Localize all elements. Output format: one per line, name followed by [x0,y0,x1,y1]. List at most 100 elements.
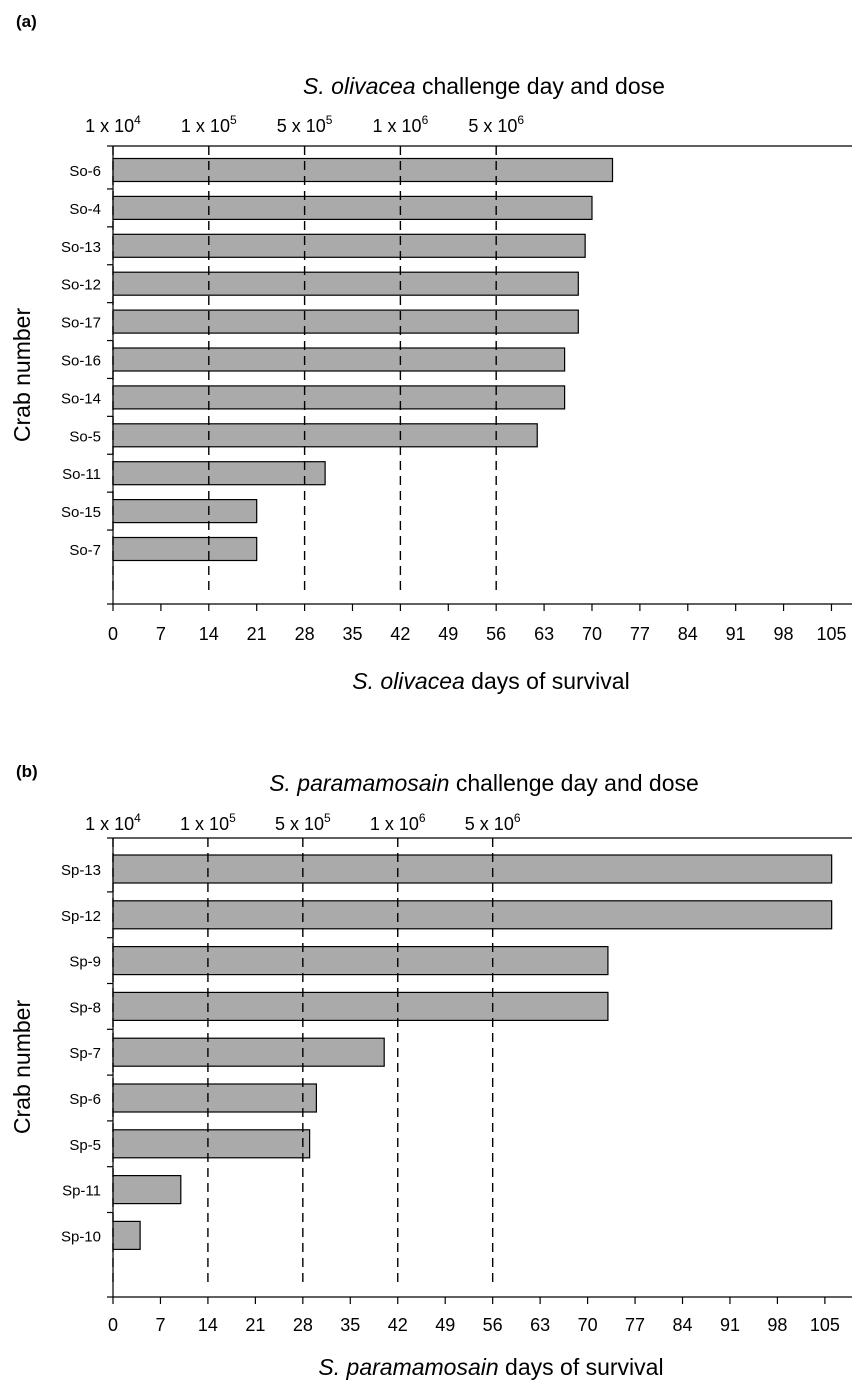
panel-b-dose-base: 5 x 10 [465,814,514,834]
panel-b-dose-exponent: 6 [514,811,521,825]
panel-b-bar [112,945,609,976]
panel-b-x-tick-label: 70 [578,1315,598,1335]
panel-a-bar [112,157,614,183]
panel-b-x-tick-label: 35 [340,1315,360,1335]
panel-a-x-label-rest: days of survival [465,668,630,694]
panel-a-y-tick-label: So-14 [61,390,101,407]
panel-b-bar [112,991,609,1022]
panel-b-x-tick-label: 42 [388,1315,408,1335]
panel-a-x-tick-label: 21 [247,624,267,644]
panel-b-bar [112,1220,141,1251]
panel-a-dose-label: 5 x 105 [277,113,333,136]
panel-a-x-tick-label: 14 [199,624,219,644]
panel-a-dose-exponent: 6 [517,113,524,127]
panel-b-dose-label: 5 x 106 [465,811,521,834]
panel-b-x-label: S. paramamosain days of survival [318,1354,663,1380]
panel-b-x-label-species: S. paramamosain [318,1354,498,1380]
panel-a-bar [112,233,586,258]
panel-b-dose-label: 1 x 106 [370,811,426,834]
panel-b-dose-exponent: 6 [419,811,426,825]
panel-b-x-tick-label: 91 [720,1315,740,1335]
panel-a-top-title-species: S. olivacea [303,73,416,99]
panel-a-y-label: Crab number [9,308,35,443]
panel-b-top-title: S. paramamosain challenge day and dose [269,770,699,796]
panel-a-bar [112,536,258,562]
panel-a-bar [112,195,593,220]
panel-a-bar [112,499,258,524]
panel-b-dose-label: 1 x 105 [180,811,236,834]
panel-a-dose-label: 1 x 106 [373,113,429,136]
panel-a-dose-base: 5 x 10 [277,116,326,136]
panel-b-x-tick-label: 14 [198,1315,218,1335]
panel-a-dose-exponent: 4 [134,113,141,127]
panel-b-x-tick-label: 49 [435,1315,455,1335]
panel-b-dose-base: 1 x 10 [370,814,419,834]
panel-a-bar [112,309,579,334]
panel-b-x-tick-label: 63 [530,1315,550,1335]
panel-a-x-tick-label: 105 [816,624,846,644]
panel-a-dose-base: 1 x 10 [85,116,134,136]
panel-a-y-tick-label: So-6 [69,163,101,180]
panel-b-dose-base: 5 x 10 [275,814,324,834]
panel-b-bar [112,1083,317,1113]
panel-a-x-tick-label: 42 [390,624,410,644]
panel-b-bar [112,1129,311,1159]
panel-a-dose-exponent: 5 [230,113,237,127]
panel-b-dose-label: 5 x 105 [275,811,331,834]
panel-b-bar [112,1037,385,1067]
panel-a-x-tick-label: 35 [342,624,362,644]
panel-a-y-tick-label: So-17 [61,315,101,332]
panel-a-x-tick-label: 84 [678,624,698,644]
panel-b-bar [112,1174,182,1205]
panel-a-x-tick-label: 63 [534,624,554,644]
panel-a-y-tick-label: So-13 [61,239,101,256]
panel-b-x-tick-label: 7 [155,1315,165,1335]
panel-a-x-tick-label: 56 [486,624,506,644]
panel-b-x-tick-label: 84 [672,1315,692,1335]
panel-a-y-tick-label: So-11 [62,466,101,483]
panel-b-x-tick-label: 21 [245,1315,265,1335]
panel-a-dose-exponent: 5 [326,113,333,127]
panel-b-y-tick-label: Sp-6 [69,1091,101,1108]
panel-a-dose-label: 5 x 106 [468,113,524,136]
panel-a-bar [112,385,566,410]
panel-a-y-tick-label: So-4 [69,201,101,218]
panel-b-x-tick-label: 77 [625,1315,645,1335]
panel-a-dose-base: 5 x 10 [468,116,517,136]
panel-a-x-tick-label: 0 [108,624,118,644]
panel-a-y-tick-label: So-12 [61,277,101,294]
panel-a-top-title-rest: challenge day and dose [416,73,665,99]
panel-a-x-label-species: S. olivacea [352,668,465,694]
panel-b-dose-exponent: 5 [324,811,331,825]
panel-b-x-tick-label: 56 [483,1315,503,1335]
panel-a-dose-base: 1 x 10 [181,116,230,136]
panel-b-dose-exponent: 4 [134,811,141,825]
panel-a-dose-label: 1 x 105 [181,113,237,136]
panel-b-bar [112,900,833,930]
panel-a-x-label: S. olivacea days of survival [352,668,629,694]
panel-a-x-tick-label: 49 [438,624,458,644]
panel-a-label: (a) [16,12,37,31]
panel-b-label: (b) [16,762,38,781]
panel-a-x-tick-label: 98 [774,624,794,644]
panel-b-bar [112,854,833,884]
panel-b-y-tick-label: Sp-9 [69,954,101,971]
panel-a-bar [112,423,538,448]
panel-a-bar [112,271,579,296]
panel-b-dose-base: 1 x 10 [180,814,229,834]
panel-b-y-tick-label: Sp-12 [61,908,101,925]
panel-a-x-tick-label: 28 [295,624,315,644]
panel-a-bar [112,461,326,486]
panel-a-dose-base: 1 x 10 [373,116,422,136]
panel-b-dose-label: 1 x 104 [85,811,141,834]
panel-a-y-tick-label: So-15 [61,504,101,521]
panel-a-dose-exponent: 6 [422,113,429,127]
panel-b-y-tick-label: Sp-11 [62,1183,101,1200]
panel-a-dose-label: 1 x 104 [85,113,141,136]
panel-a-x-tick-label: 77 [630,624,650,644]
panel-a-y-tick-label: So-16 [61,353,101,370]
panel-b-x-tick-label: 0 [108,1315,118,1335]
panel-a-x-tick-label: 7 [156,624,166,644]
panel-b-x-label-rest: days of survival [499,1354,664,1380]
